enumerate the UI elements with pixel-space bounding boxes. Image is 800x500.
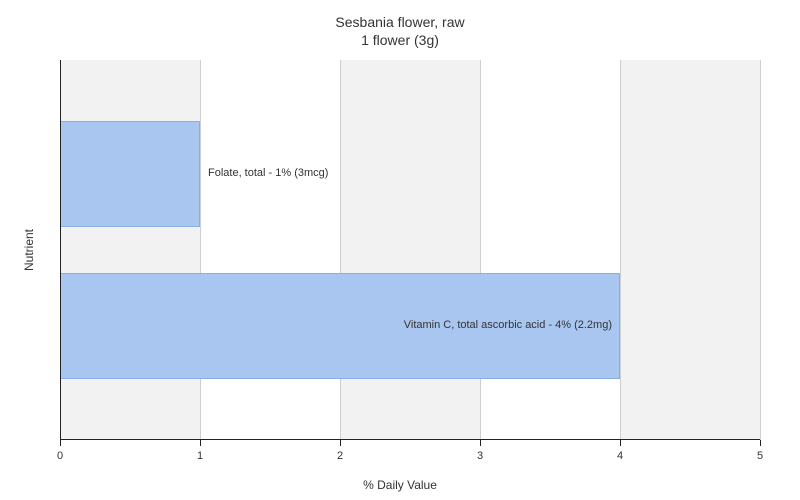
gridline	[340, 60, 341, 440]
y-axis-label: Nutrient	[22, 229, 36, 271]
x-tick	[60, 440, 61, 446]
plot-inner: 012345Folate, total - 1% (3mcg)Vitamin C…	[60, 60, 760, 440]
x-tick-label: 2	[337, 450, 343, 462]
bar-label: Folate, total - 1% (3mcg)	[208, 167, 328, 179]
chart-title-line1: Sesbania flower, raw	[0, 14, 800, 30]
x-tick-label: 0	[57, 450, 63, 462]
bar-label: Vitamin C, total ascorbic acid - 4% (2.2…	[404, 319, 612, 331]
x-tick	[200, 440, 201, 446]
x-tick-label: 5	[757, 450, 763, 462]
x-tick-label: 3	[477, 450, 483, 462]
bg-panel	[60, 60, 200, 440]
gridline	[480, 60, 481, 440]
x-tick-label: 1	[197, 450, 203, 462]
x-tick	[480, 440, 481, 446]
x-tick-label: 4	[617, 450, 623, 462]
x-axis-line	[60, 439, 760, 440]
y-axis-line	[60, 60, 61, 440]
gridline	[200, 60, 201, 440]
chart-title-line2: 1 flower (3g)	[0, 32, 800, 48]
nutrient-chart: Sesbania flower, raw 1 flower (3g) Nutri…	[0, 0, 800, 500]
gridline	[620, 60, 621, 440]
x-axis-label: % Daily Value	[0, 478, 800, 492]
bar	[60, 121, 200, 227]
bg-panel	[340, 60, 480, 440]
gridline	[760, 60, 761, 440]
x-tick	[620, 440, 621, 446]
bg-panel	[200, 60, 340, 440]
bg-panel	[620, 60, 760, 440]
bg-panel	[480, 60, 620, 440]
x-tick	[760, 440, 761, 446]
plot-area: 012345Folate, total - 1% (3mcg)Vitamin C…	[60, 60, 760, 440]
x-tick	[340, 440, 341, 446]
